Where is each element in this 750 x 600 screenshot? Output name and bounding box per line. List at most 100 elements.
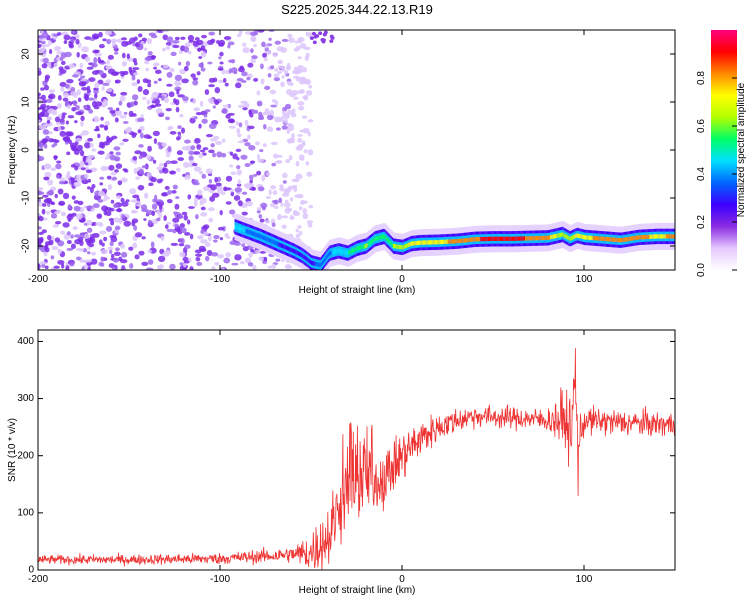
spectrogram-cell (280, 202, 284, 207)
spectrogram-cell (44, 265, 49, 270)
spectrogram-cell (170, 51, 177, 57)
spectrogram-ridge-core (373, 237, 376, 243)
spectrogram-cell (329, 34, 334, 39)
spectrogram-ridge-core (669, 234, 672, 239)
spectrogram-cell (278, 197, 283, 204)
spectrogram-cell (181, 127, 186, 134)
spectrogram-cell (283, 70, 289, 75)
spectrogram-cell (297, 144, 304, 150)
spectrogram-ridge-core (424, 240, 427, 245)
spectrogram-cell (62, 97, 69, 102)
spectrogram-cell (105, 225, 113, 232)
spectrogram-cell (46, 120, 51, 124)
spectrogram-ridge-core (545, 235, 548, 241)
spectrogram-cell (113, 146, 121, 151)
spectrogram-cell (38, 237, 44, 244)
spectrogram-cell (196, 261, 203, 267)
spectrogram-cell (72, 226, 78, 231)
spectrogram-ridge-core (484, 236, 487, 242)
spectrogram-ridge-core (365, 243, 368, 249)
snr-y-tick-label: 0 (28, 565, 34, 576)
spectrogram-cell (137, 86, 143, 93)
spectrogram-ridge-core (234, 224, 237, 229)
spectrogram-cell (137, 184, 145, 191)
spectrogram-ridge-core (323, 259, 325, 264)
spectrogram-cell (86, 205, 93, 210)
spectrogram-ridge-core (649, 234, 652, 239)
spectrogram-cell (97, 150, 105, 155)
spectrogram-cell (211, 266, 216, 270)
spectrogram-ridge-core (433, 240, 436, 245)
spectrogram-cell (163, 215, 167, 221)
spectrogram-ridge-core (597, 236, 600, 241)
spectrogram-cell (199, 201, 204, 206)
spectrogram-ridge-core (552, 234, 555, 239)
spectrogram-ridge-core (282, 244, 285, 249)
spectrogram-cell (89, 142, 94, 148)
spectrogram-cell (250, 35, 257, 42)
spectrogram-ridge-core (457, 238, 460, 244)
spectrogram-cell (123, 120, 129, 124)
spectrogram-cell (158, 145, 163, 150)
spectrogram-cell (236, 128, 241, 134)
spectrogram-ridge-core (641, 235, 644, 240)
spectrogram-cell (43, 163, 52, 170)
spectrogram-ridge-core (280, 243, 283, 248)
spectrogram-cell (120, 267, 126, 270)
spectrogram-cell (100, 116, 104, 121)
spectrogram-cell (244, 182, 253, 190)
spectrogram-cell (233, 195, 241, 201)
spectrogram-cell (150, 55, 157, 59)
spectrogram-cell (165, 160, 172, 165)
spectrogram-cell (250, 58, 256, 64)
spectrogram-cell (241, 71, 248, 77)
spectrogram-ridge-core (577, 233, 580, 238)
spectrogram-ridge-core (483, 236, 486, 242)
spectrogram-cell (219, 61, 224, 65)
spectrogram-cell (102, 38, 107, 42)
spectrogram-cell (100, 256, 105, 262)
spectrogram-cell (302, 212, 309, 220)
spectrogram-cell (123, 169, 129, 173)
spectrogram-cell (83, 233, 90, 240)
spectrogram-ridge-core (315, 261, 318, 267)
spectrogram-ridge-core (350, 249, 353, 254)
spectrogram-cell (222, 104, 230, 108)
spectrogram-cell (297, 56, 302, 60)
spectrogram-cell (57, 125, 62, 132)
spectrogram-cell (241, 211, 248, 216)
spectrogram-cell (40, 40, 46, 45)
spectrogram-cell (242, 138, 249, 143)
spectrogram-ridge-core (442, 239, 444, 245)
spectrogram-cell (56, 160, 62, 164)
spectrogram-cell (148, 182, 154, 187)
spectrogram-cell (238, 200, 243, 207)
spectrogram-cell (176, 88, 180, 95)
spectrogram-cell (292, 75, 300, 79)
spectrogram-cell (271, 162, 277, 167)
spectrogram-cell (95, 101, 103, 107)
spectrogram-ridge-core (542, 235, 545, 241)
spectrogram-cell (306, 220, 314, 224)
spectrogram-cell (118, 71, 126, 74)
spectrogram-ridge-core (245, 228, 248, 234)
spectrogram-cell (172, 217, 180, 223)
spectrogram-cell (53, 62, 58, 68)
spectrogram-ridge-core (289, 247, 292, 252)
spectrogram-ridge-core (298, 251, 301, 257)
spectrogram-ridge-core (598, 236, 601, 241)
spectrogram-cell (271, 263, 276, 269)
spectrogram-ridge-core (348, 250, 351, 255)
spectrogram-ridge-core (407, 243, 409, 248)
spectrogram-cell (272, 190, 278, 196)
spectrogram-cell (58, 180, 65, 185)
spectrogram-cell (88, 77, 96, 83)
spectrogram-ridge-core (311, 260, 313, 265)
spectrogram-cell (263, 123, 267, 130)
spectrogram-ridge-core (357, 245, 360, 251)
spectrogram-cell (138, 144, 144, 148)
spectrogram-cell (125, 199, 130, 203)
spectrogram-cell (86, 227, 93, 233)
spectrogram-ridge-core (634, 235, 637, 241)
spectrogram-cell (167, 145, 172, 152)
